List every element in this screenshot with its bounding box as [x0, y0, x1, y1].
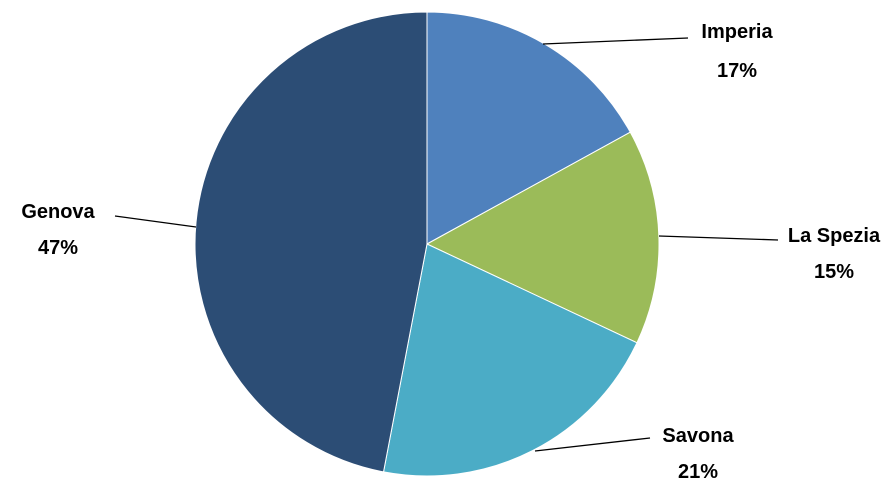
- slice-percent-savona: 21%: [678, 461, 718, 482]
- slice-label-imperia: Imperia: [701, 21, 773, 43]
- slice-percent-imperia: 17%: [717, 60, 757, 82]
- slice-label-genova: Genova: [21, 201, 95, 223]
- pie-slice-genova: [194, 11, 428, 473]
- leader-lines: [114, 37, 779, 452]
- pie-slice-savona: [382, 243, 638, 477]
- slice-label-savona: Savona: [662, 425, 734, 447]
- slice-percent-genova: 47%: [38, 237, 78, 259]
- pie-slices: [194, 11, 660, 477]
- leader-line-genova: [114, 215, 197, 228]
- pie-slice-la-spezia: [425, 131, 660, 344]
- leader-line-la-spezia: [658, 235, 779, 241]
- slice-labels: Imperia 17% La Spezia 15% Savona 21% Genova 47%: [21, 21, 881, 482]
- leader-line-savona: [534, 437, 651, 452]
- leader-line-imperia: [542, 37, 689, 45]
- slice-percent-la-spezia: 15%: [814, 261, 854, 283]
- slice-label-la-spezia: La Spezia: [788, 225, 881, 247]
